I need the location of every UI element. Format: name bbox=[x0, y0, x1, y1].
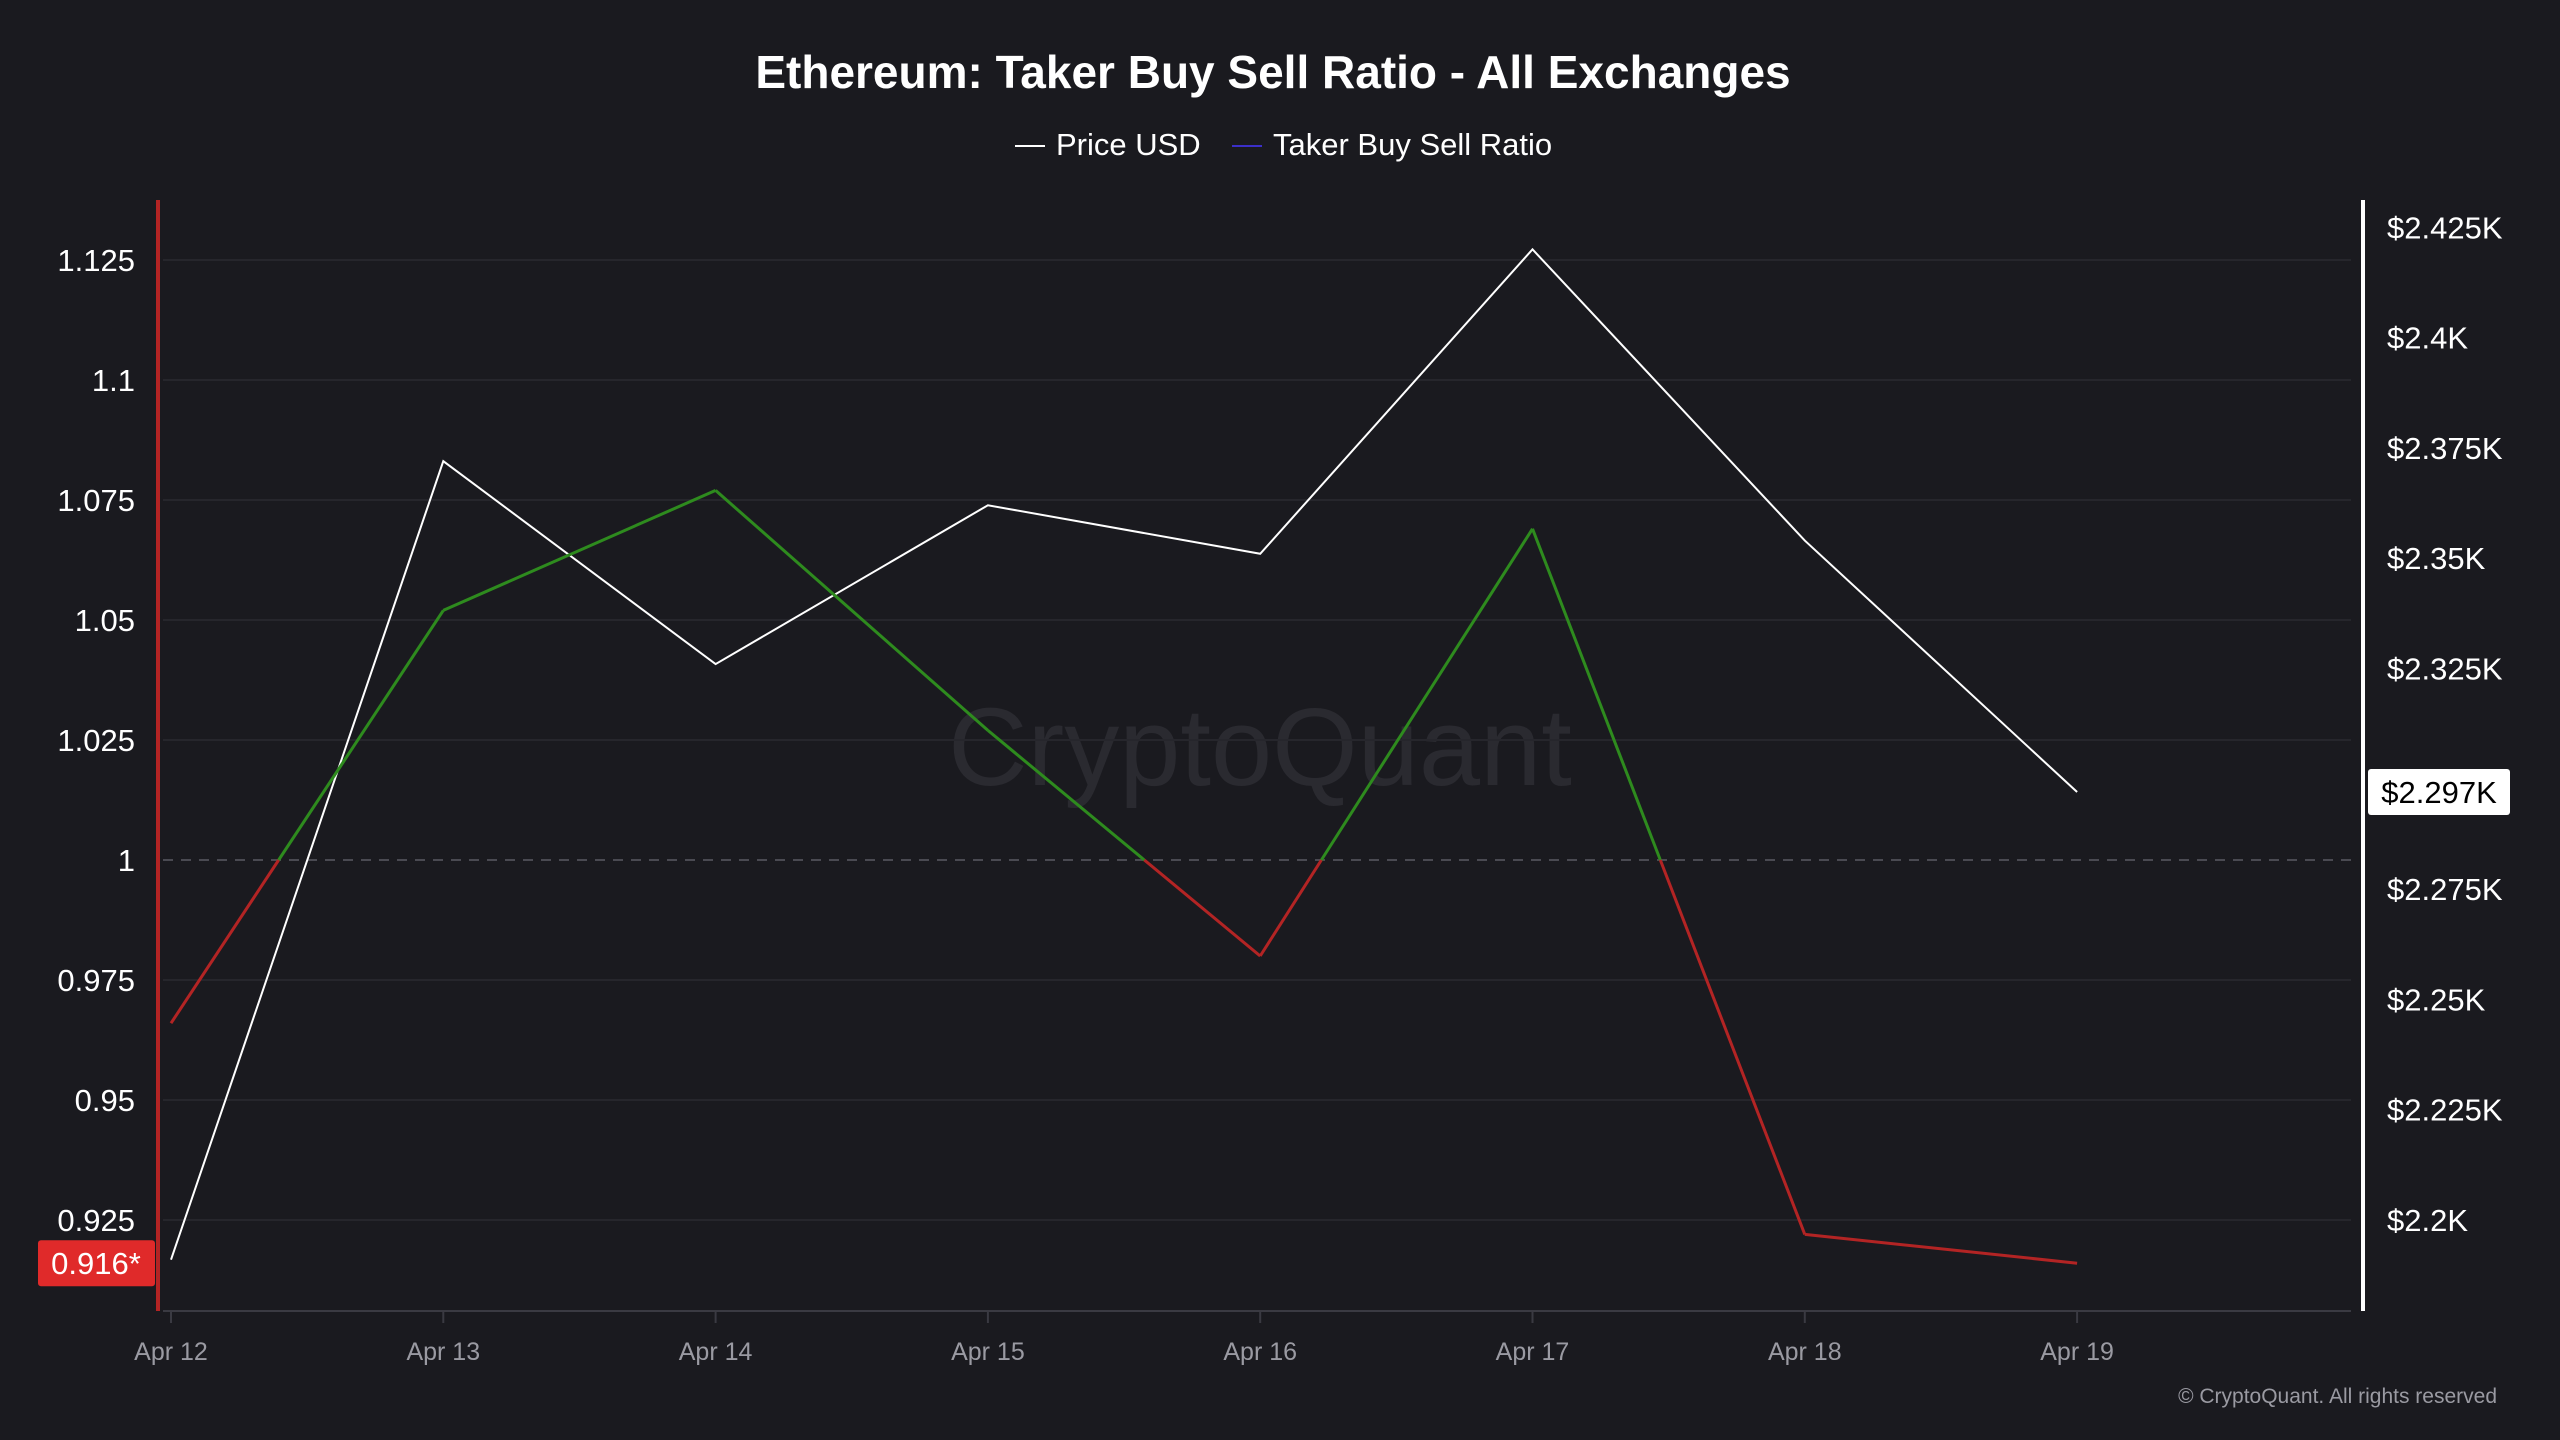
footer-copyright: © CryptoQuant. All rights reserved bbox=[2178, 1385, 2497, 1408]
x-tick-label: Apr 13 bbox=[406, 1338, 480, 1366]
legend-label-ratio[interactable]: Taker Buy Sell Ratio bbox=[1273, 127, 1552, 162]
right-tick-label: $2.325K bbox=[2387, 652, 2503, 687]
left-tick-label: 0.975 bbox=[57, 963, 135, 998]
ratio-line-segment bbox=[714, 489, 989, 732]
current-ratio-label: 0.916* bbox=[51, 1246, 141, 1281]
chart-title: Ethereum: Taker Buy Sell Ratio - All Exc… bbox=[755, 46, 1790, 98]
x-tick-label: Apr 19 bbox=[2040, 1338, 2114, 1366]
right-tick-label: $2.35K bbox=[2387, 541, 2486, 576]
ratio-line-segment bbox=[1143, 858, 1262, 958]
x-tick-label: Apr 15 bbox=[951, 1338, 1025, 1366]
price-usd-line bbox=[170, 247, 2078, 1261]
ratio-line-segment bbox=[1531, 528, 1662, 861]
left-tick-label: 1.05 bbox=[75, 603, 135, 638]
right-tick-label: $2.225K bbox=[2387, 1093, 2503, 1128]
left-tick-label: 0.925 bbox=[57, 1203, 135, 1238]
current-price-badge bbox=[2368, 769, 2510, 816]
right-tick-label: $2.375K bbox=[2387, 431, 2503, 466]
x-tick-label: Apr 17 bbox=[1496, 1338, 1570, 1366]
ratio-line-segment bbox=[1320, 527, 1534, 861]
left-tick-label: 1.125 bbox=[57, 243, 135, 278]
legend-label-price[interactable]: Price USD bbox=[1056, 127, 1201, 162]
ratio-line-segment bbox=[277, 609, 445, 861]
left-tick-label: 1.025 bbox=[57, 723, 135, 758]
right-tick-label: $2.275K bbox=[2387, 872, 2503, 907]
current-price-label: $2.297K bbox=[2381, 775, 2497, 810]
ratio-line-segment bbox=[986, 729, 1146, 862]
legend: Price USD Taker Buy Sell Ratio bbox=[1015, 127, 1552, 162]
left-tick-label: 0.95 bbox=[75, 1083, 135, 1118]
x-tick-label: Apr 14 bbox=[679, 1338, 753, 1366]
x-tick-label: Apr 12 bbox=[134, 1338, 208, 1366]
ratio-line-segment bbox=[1658, 859, 1807, 1235]
ratio-line-segment bbox=[1804, 1232, 2078, 1265]
right-tick-label: $2.2K bbox=[2387, 1203, 2468, 1238]
x-tick-label: Apr 16 bbox=[1223, 1338, 1297, 1366]
left-tick-label: 1.075 bbox=[57, 483, 135, 518]
watermark: CryptoQuant bbox=[948, 686, 1572, 809]
ratio-line-segment bbox=[442, 489, 717, 612]
current-ratio-badge bbox=[38, 1240, 155, 1287]
x-tick-label: Apr 18 bbox=[1768, 1338, 1842, 1366]
ratio-line-segment bbox=[1258, 859, 1323, 957]
right-tick-label: $2.425K bbox=[2387, 210, 2503, 245]
right-tick-label: $2.4K bbox=[2387, 321, 2468, 356]
left-tick-label: 1 bbox=[118, 843, 135, 878]
ratio-line-segment bbox=[169, 859, 280, 1025]
left-tick-label: 1.1 bbox=[92, 363, 135, 398]
right-tick-label: $2.25K bbox=[2387, 982, 2486, 1017]
